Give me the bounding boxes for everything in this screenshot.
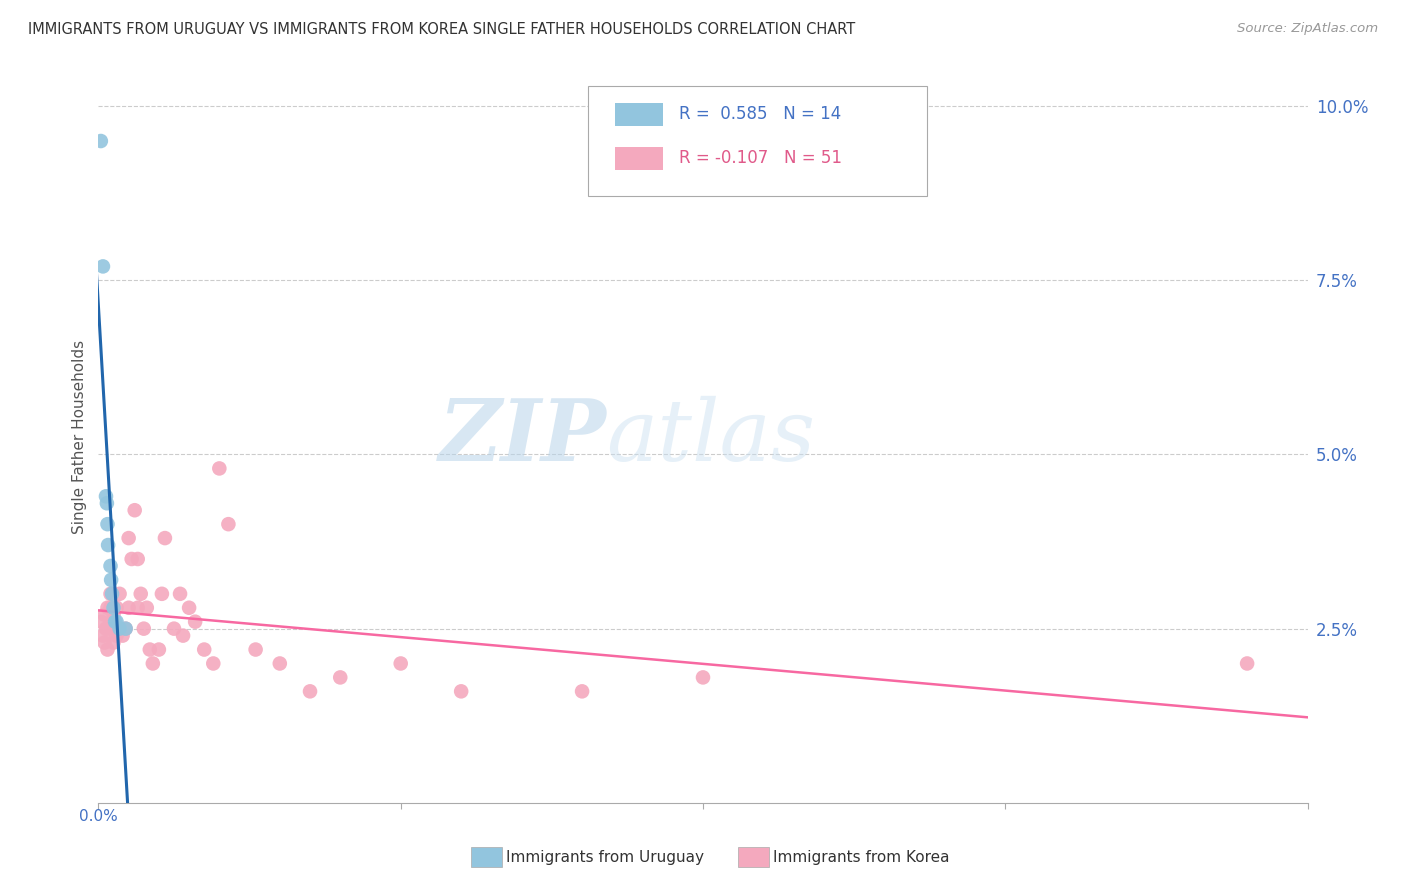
Point: [114, 622, 136, 636]
Point: [217, 517, 239, 532]
Text: IMMIGRANTS FROM URUGUAY VS IMMIGRANTS FROM KOREA SINGLE FATHER HOUSEHOLDS CORREL: IMMIGRANTS FROM URUGUAY VS IMMIGRANTS FR…: [28, 22, 855, 37]
Point: [108, 587, 131, 601]
Point: [692, 670, 714, 684]
Text: Source: ZipAtlas.com: Source: ZipAtlas.com: [1237, 22, 1378, 36]
Point: [148, 642, 170, 657]
Point: [202, 657, 225, 671]
Point: [101, 587, 124, 601]
Point: [118, 531, 141, 545]
Point: [93, 635, 115, 649]
Point: [129, 587, 152, 601]
Point: [127, 600, 149, 615]
Point: [105, 629, 128, 643]
Text: atlas: atlas: [606, 396, 815, 478]
Point: [150, 587, 173, 601]
Point: [90, 615, 112, 629]
Point: [103, 600, 125, 615]
Point: [127, 552, 149, 566]
Point: [139, 642, 162, 657]
Text: R = -0.107   N = 51: R = -0.107 N = 51: [679, 149, 842, 167]
Point: [172, 629, 194, 643]
Point: [100, 558, 122, 573]
Point: [389, 657, 412, 671]
Point: [193, 642, 215, 657]
Point: [571, 684, 593, 698]
Point: [114, 622, 136, 636]
Point: [104, 615, 127, 629]
Point: [118, 600, 141, 615]
Y-axis label: Single Father Households: Single Father Households: [72, 340, 87, 534]
Point: [208, 461, 231, 475]
Point: [90, 134, 112, 148]
Point: [153, 531, 176, 545]
FancyBboxPatch shape: [614, 146, 664, 170]
Point: [450, 684, 472, 698]
Point: [1236, 657, 1258, 671]
Text: ZIP: ZIP: [439, 395, 606, 479]
Point: [100, 573, 122, 587]
Point: [100, 622, 122, 636]
Point: [108, 622, 131, 636]
Point: [96, 600, 118, 615]
Text: Immigrants from Uruguay: Immigrants from Uruguay: [506, 850, 704, 864]
Text: 0.0%: 0.0%: [79, 809, 118, 823]
Text: Immigrants from Korea: Immigrants from Korea: [773, 850, 950, 864]
Point: [299, 684, 322, 698]
Point: [96, 517, 118, 532]
Point: [169, 587, 191, 601]
Point: [91, 260, 114, 274]
Point: [104, 622, 127, 636]
Point: [97, 538, 120, 552]
Point: [179, 600, 201, 615]
Point: [108, 622, 131, 636]
Point: [329, 670, 352, 684]
Point: [135, 600, 157, 615]
Point: [100, 587, 122, 601]
FancyBboxPatch shape: [588, 86, 927, 195]
Point: [96, 642, 118, 657]
Point: [103, 607, 125, 622]
Point: [91, 629, 114, 643]
Point: [94, 622, 117, 636]
Point: [103, 635, 125, 649]
FancyBboxPatch shape: [614, 103, 664, 127]
Point: [121, 552, 143, 566]
Point: [93, 607, 115, 622]
Point: [132, 622, 155, 636]
Point: [111, 629, 134, 643]
Point: [94, 489, 117, 503]
Point: [269, 657, 291, 671]
Point: [163, 622, 186, 636]
Point: [124, 503, 146, 517]
Point: [105, 600, 128, 615]
Point: [96, 496, 118, 510]
Point: [105, 615, 128, 629]
Point: [184, 615, 207, 629]
Point: [142, 657, 165, 671]
Point: [245, 642, 267, 657]
Text: R =  0.585   N = 14: R = 0.585 N = 14: [679, 104, 841, 123]
Point: [100, 600, 122, 615]
